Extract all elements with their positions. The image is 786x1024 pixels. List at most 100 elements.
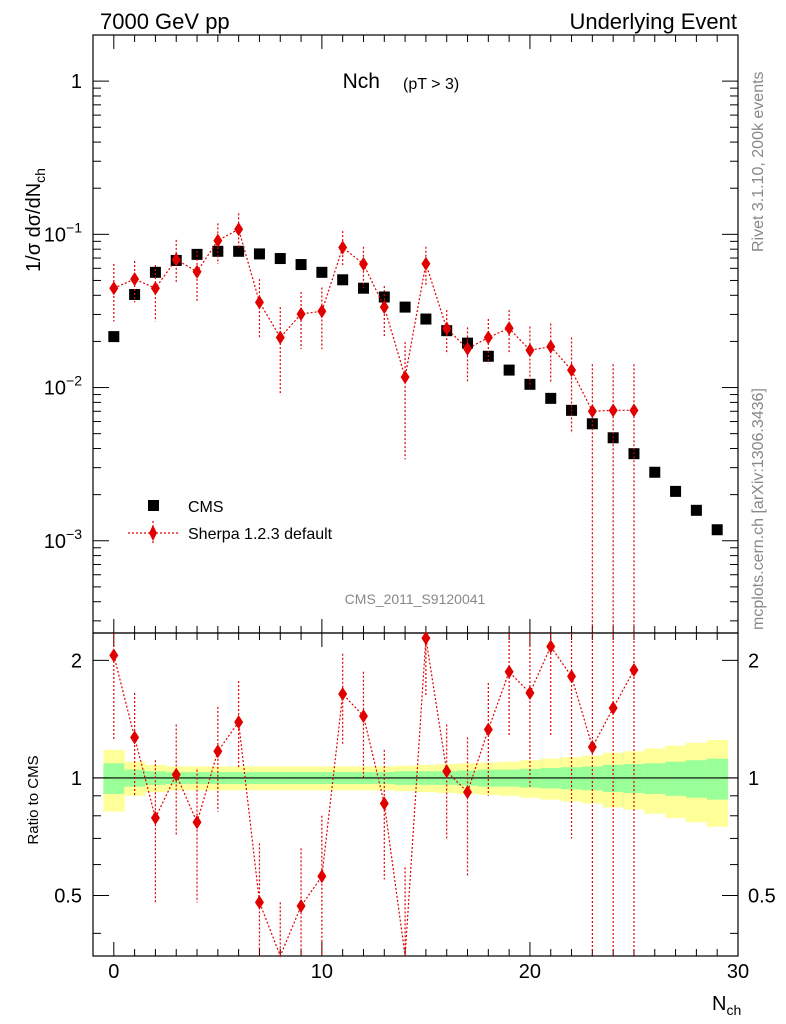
- ratio-panel-bands: [93, 740, 738, 827]
- analysis-watermark: CMS_2011_S9120041: [345, 591, 486, 607]
- main-y-tick-label-2: 10−2: [44, 373, 82, 400]
- ratio-y-tick-label-left-2: 2: [71, 650, 82, 672]
- sherpa-ratio-marker-17: [463, 785, 473, 800]
- svg-text:1/σ dσ/dNch: 1/σ dσ/dNch: [23, 168, 48, 272]
- cms-point-8: [274, 253, 286, 265]
- main-y-tick-label-base-3: 10: [44, 531, 66, 553]
- legend-cms-label: CMS: [188, 499, 224, 516]
- sherpa-ratio-marker-9: [296, 898, 306, 913]
- cms-point-14: [399, 301, 411, 313]
- sherpa-main-marker-7: [254, 295, 264, 310]
- sherpa-main-marker-25: [629, 403, 639, 418]
- cms-point-9: [295, 259, 307, 271]
- x-tick-label-3: 30: [727, 961, 749, 983]
- header-right: Underlying Event: [569, 9, 737, 34]
- main-panel-axes: 110−110−210−3: [44, 34, 739, 634]
- main-y-tick-label-exp-2: −2: [66, 373, 82, 389]
- main-y-tick-label-1: 10−1: [44, 219, 82, 246]
- cms-point-13: [378, 291, 390, 303]
- sherpa-main-marker-13: [379, 300, 389, 315]
- sherpa-main-marker-1: [130, 272, 140, 287]
- ratio-y-tick-label-left-1: 1: [71, 768, 82, 790]
- sherpa-main-marker-16: [442, 321, 452, 336]
- sherpa-main-marker-9: [296, 307, 306, 322]
- x-axis-label-sub: ch: [726, 1002, 741, 1018]
- ratio-y-tick-label-right-0: 0.5: [748, 886, 776, 908]
- cms-point-6: [233, 245, 245, 257]
- sherpa-ratio-marker-5: [213, 744, 223, 759]
- sherpa-main-marker-4: [192, 264, 202, 279]
- plot-title-main: Nch: [343, 70, 380, 93]
- cms-point-2: [149, 266, 161, 278]
- sherpa-main-marker-8: [275, 330, 285, 345]
- sherpa-main-marker-3: [171, 252, 181, 267]
- sherpa-ratio-marker-4: [192, 815, 202, 830]
- legend-sherpa-label: Sherpa 1.2.3 default: [188, 526, 333, 543]
- x-tick-label-2: 20: [519, 961, 541, 983]
- x-axis-label-main: N: [712, 993, 726, 1015]
- main-y-tick-label-3: 10−3: [44, 526, 82, 553]
- main-y-tick-label-base-1: 10: [44, 224, 66, 246]
- plot-title-sub: (pT > 3): [403, 76, 459, 93]
- sherpa-ratio-marker-3: [171, 767, 181, 782]
- sherpa-ratio-marker-7: [254, 895, 264, 910]
- main-y-label-sub: ch: [32, 168, 48, 183]
- sherpa-ratio-marker-21: [546, 639, 556, 654]
- sherpa-main-marker-12: [358, 257, 368, 272]
- ratio-y-tick-label-left-0: 0.5: [54, 886, 82, 908]
- legend-cms-marker: [148, 500, 159, 511]
- sherpa-ratio-marker-1: [130, 730, 140, 745]
- cms-point-0: [108, 331, 120, 343]
- legend-sherpa-marker: [149, 525, 157, 541]
- sherpa-main-marker-20: [525, 343, 535, 358]
- sherpa-ratio-marker-18: [483, 722, 493, 737]
- sherpa-ratio-marker-22: [567, 669, 577, 684]
- plot-title: Nch: [343, 70, 380, 93]
- legend: CMS Sherpa 1.2.3 default: [128, 499, 333, 545]
- sherpa-main-marker-2: [150, 281, 160, 296]
- sherpa-ratio-marker-15: [421, 631, 431, 646]
- sherpa-main-marker-5: [213, 233, 223, 248]
- sherpa-main-marker-22: [567, 363, 577, 378]
- band-inner-28: [685, 760, 708, 798]
- cms-point-5: [212, 245, 224, 257]
- ratio-frame: [92, 632, 739, 957]
- sherpa-main-marker-19: [504, 321, 514, 336]
- cms-point-4: [191, 248, 203, 260]
- sherpa-ratio-marker-23: [587, 740, 597, 755]
- main-y-tick-label-0: 1: [71, 71, 82, 93]
- sherpa-ratio-marker-20: [525, 685, 535, 700]
- cms-point-26: [649, 466, 661, 478]
- sherpa-main-marker-6: [234, 222, 244, 237]
- sherpa-main-marker-23: [587, 404, 597, 419]
- sherpa-main-marker-15: [421, 256, 431, 271]
- cms-point-11: [337, 274, 349, 286]
- band-inner-0: [103, 763, 125, 794]
- cms-point-27: [670, 485, 682, 497]
- sherpa-ratio-marker-19: [504, 664, 514, 679]
- sherpa-ratio-marker-13: [379, 796, 389, 811]
- sherpa-main-marker-10: [317, 304, 327, 319]
- sherpa-ratio-marker-24: [608, 701, 618, 716]
- sherpa-ratio-marker-12: [358, 709, 368, 724]
- sherpa-ratio-line: [113, 638, 635, 958]
- main-y-tick-label-base-2: 10: [44, 378, 66, 400]
- sherpa-ratio-marker-25: [629, 662, 639, 677]
- mcplots-label: mcplots.cern.ch [arXiv:1306.3436]: [750, 388, 767, 630]
- cms-point-21: [545, 392, 557, 404]
- cms-point-29: [711, 524, 723, 536]
- header-left: 7000 GeV pp: [100, 9, 230, 34]
- band-inner-27: [665, 761, 687, 796]
- rivet-label: Rivet 3.1.10, 200k events: [750, 71, 767, 252]
- ratio-panel-data: [109, 631, 639, 958]
- main-y-tick-label-base-0: 1: [71, 71, 82, 93]
- sherpa-ratio-marker-10: [317, 869, 327, 884]
- cms-point-19: [503, 364, 515, 376]
- main-y-label-text: 1/σ dσ/dN: [23, 183, 45, 272]
- sherpa-main-marker-14: [400, 370, 410, 385]
- sherpa-ratio-marker-11: [338, 687, 348, 702]
- main-panel-data: [108, 213, 723, 633]
- band-inner-29: [706, 758, 729, 800]
- ratio-panel-axes: 0 10 20 30 0.5 0.5 1 1 2 2: [54, 632, 776, 983]
